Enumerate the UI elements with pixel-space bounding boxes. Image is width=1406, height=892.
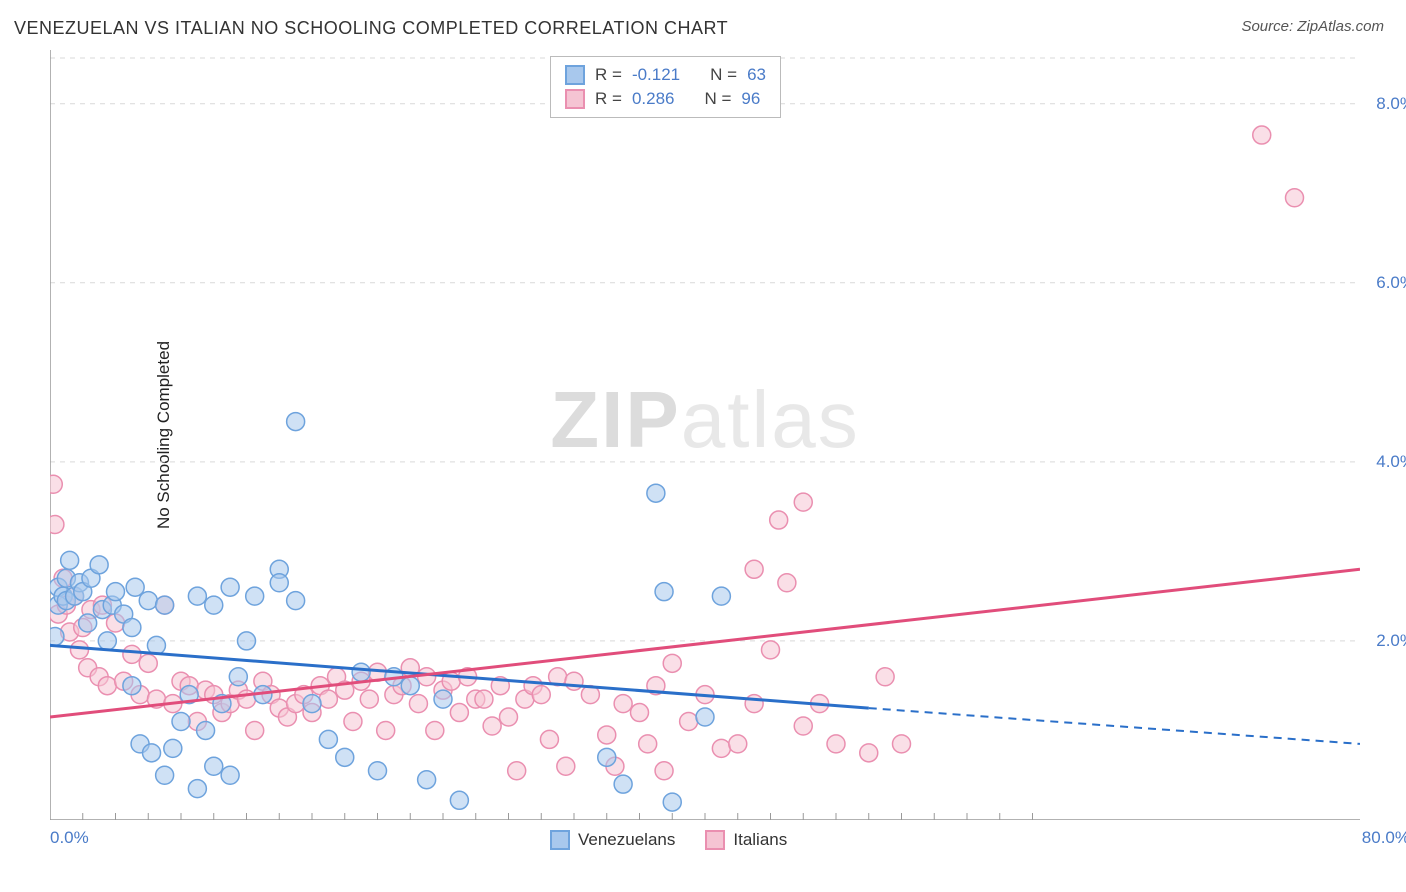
n-value-venezuelans: 63 xyxy=(747,65,766,85)
swatch-italians-icon xyxy=(705,830,725,850)
swatch-venezuelans xyxy=(565,65,585,85)
legend-label-italians: Italians xyxy=(733,830,787,850)
legend-row-venezuelans: R = -0.121 N = 63 xyxy=(565,63,766,87)
correlation-legend: R = -0.121 N = 63 R = 0.286 N = 96 xyxy=(550,56,781,118)
legend-item-italians: Italians xyxy=(705,830,787,850)
y-tick-label: 4.0% xyxy=(1376,452,1406,472)
swatch-italians xyxy=(565,89,585,109)
chart-title: VENEZUELAN VS ITALIAN NO SCHOOLING COMPL… xyxy=(14,18,728,39)
x-tick-max: 80.0% xyxy=(1362,828,1406,848)
scatter-chart xyxy=(50,50,1360,820)
legend-label-venezuelans: Venezuelans xyxy=(578,830,675,850)
source-label: Source: ZipAtlas.com xyxy=(1241,18,1384,35)
legend-item-venezuelans: Venezuelans xyxy=(550,830,675,850)
y-tick-label: 8.0% xyxy=(1376,94,1406,114)
y-tick-label: 2.0% xyxy=(1376,631,1406,651)
n-value-italians: 96 xyxy=(741,89,760,109)
y-tick-label: 6.0% xyxy=(1376,273,1406,293)
plot-area: No Schooling Completed ZIPatlas R = -0.1… xyxy=(50,50,1360,820)
r-value-venezuelans: -0.121 xyxy=(632,65,680,85)
x-tick-min: 0.0% xyxy=(50,828,89,848)
chart-container: VENEZUELAN VS ITALIAN NO SCHOOLING COMPL… xyxy=(0,0,1406,892)
legend-row-italians: R = 0.286 N = 96 xyxy=(565,87,766,111)
swatch-venezuelans-icon xyxy=(550,830,570,850)
series-legend: Venezuelans Italians xyxy=(550,830,787,850)
r-value-italians: 0.286 xyxy=(632,89,675,109)
